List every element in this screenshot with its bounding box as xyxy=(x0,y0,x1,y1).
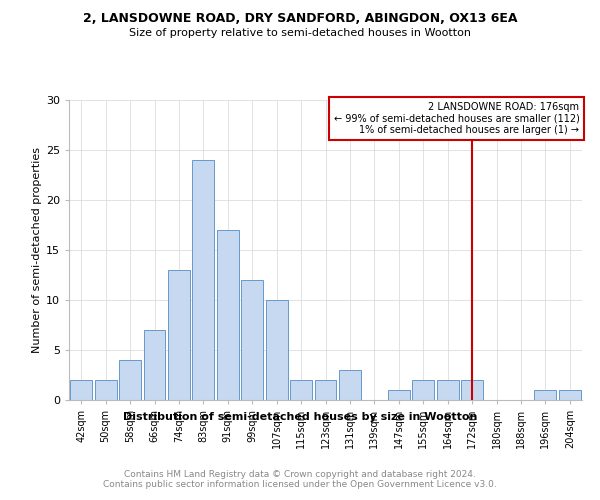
Bar xyxy=(388,390,410,400)
Bar xyxy=(412,380,434,400)
Bar xyxy=(437,380,458,400)
Bar xyxy=(70,380,92,400)
Bar xyxy=(339,370,361,400)
Bar xyxy=(559,390,581,400)
Text: 2 LANSDOWNE ROAD: 176sqm
← 99% of semi-detached houses are smaller (112)
1% of s: 2 LANSDOWNE ROAD: 176sqm ← 99% of semi-d… xyxy=(334,102,580,134)
Bar xyxy=(119,360,141,400)
Bar xyxy=(535,390,556,400)
Text: Distribution of semi-detached houses by size in Wootton: Distribution of semi-detached houses by … xyxy=(123,412,477,422)
Y-axis label: Number of semi-detached properties: Number of semi-detached properties xyxy=(32,147,41,353)
Bar xyxy=(314,380,337,400)
Bar xyxy=(168,270,190,400)
Bar xyxy=(290,380,312,400)
Bar xyxy=(95,380,116,400)
Text: Size of property relative to semi-detached houses in Wootton: Size of property relative to semi-detach… xyxy=(129,28,471,38)
Bar xyxy=(241,280,263,400)
Bar xyxy=(193,160,214,400)
Bar xyxy=(461,380,483,400)
Bar xyxy=(266,300,287,400)
Bar xyxy=(143,330,166,400)
Text: 2, LANSDOWNE ROAD, DRY SANDFORD, ABINGDON, OX13 6EA: 2, LANSDOWNE ROAD, DRY SANDFORD, ABINGDO… xyxy=(83,12,517,26)
Text: Contains HM Land Registry data © Crown copyright and database right 2024.
Contai: Contains HM Land Registry data © Crown c… xyxy=(103,470,497,490)
Bar xyxy=(217,230,239,400)
